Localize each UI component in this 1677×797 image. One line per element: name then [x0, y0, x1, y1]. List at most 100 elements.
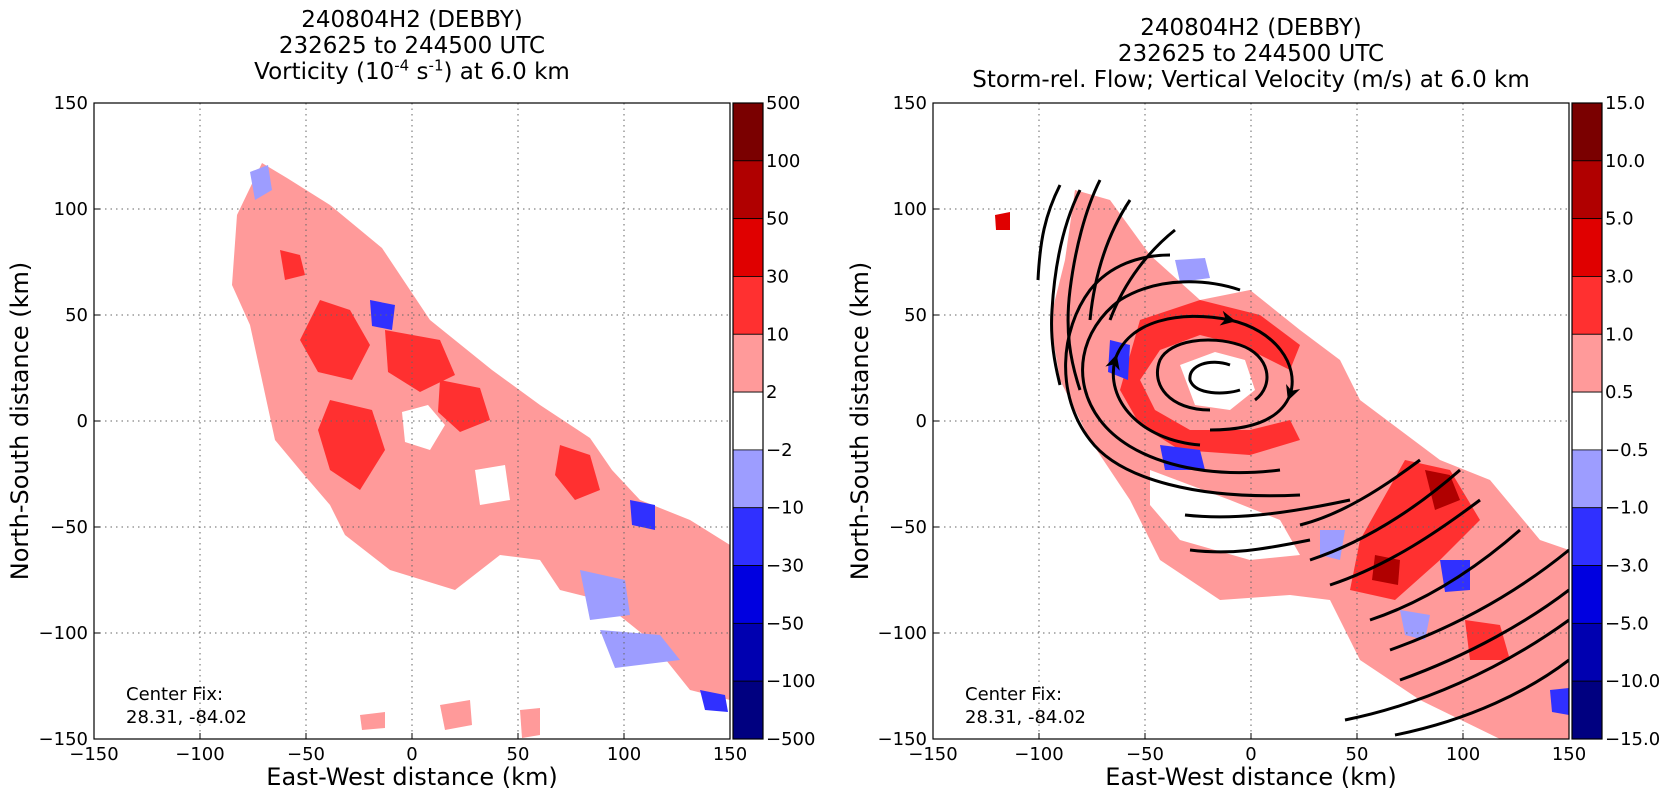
vorticity-patch-red — [318, 400, 385, 490]
colorbar-tick-label: −500 — [766, 729, 815, 750]
colorbar-tick-label: −15.0 — [1605, 729, 1660, 750]
vorticity-patch-red — [438, 380, 490, 432]
x-tick-label: −150 — [908, 744, 957, 765]
streamline — [1309, 468, 1461, 562]
colorbar-tick-label: 1.0 — [1605, 324, 1634, 345]
colorbar-tick-label: −2 — [766, 440, 793, 461]
colorbar-segment — [732, 391, 764, 451]
right-plot-area: −150 −100 −50 0 50 100 150150100500−50−100−150… — [846, 93, 1586, 791]
vorticity-region-light-red — [232, 163, 730, 700]
left-center-fix-coords: 28.31, -84.02 — [126, 707, 247, 728]
streamline — [1036, 184, 1062, 281]
colorbar-tick-label: −50 — [766, 613, 804, 634]
streamline — [1088, 199, 1132, 321]
vorticity-patch-blue — [700, 690, 728, 712]
colorbar-tick-label: 100 — [766, 151, 800, 172]
colorbar-tick-label: 3.0 — [1605, 266, 1634, 287]
colorbar-segment — [1571, 449, 1603, 509]
y-tick-label: 150 — [893, 93, 927, 114]
streamline — [1081, 280, 1281, 474]
right-center-fix-label: Center Fix: — [965, 684, 1062, 705]
vorticity-patch-blue — [600, 630, 680, 668]
vorticity-speckle — [360, 712, 385, 730]
x-tick-label: −150 — [69, 744, 118, 765]
vorticity-patch-blue — [630, 500, 655, 530]
colorbar-segment — [1571, 622, 1603, 682]
streamline — [1156, 338, 1269, 412]
field-title-prefix: Vorticity (10 — [254, 59, 395, 85]
w-downdraft — [1175, 258, 1210, 282]
w-isolated-cell — [995, 212, 1010, 230]
streamline — [1064, 253, 1301, 498]
colorbar-tick-label: −1.0 — [1605, 498, 1649, 519]
left-x-axis-label: East-West distance (km) — [266, 763, 557, 791]
vorticity-speckle — [520, 708, 540, 738]
colorbar-segment — [1571, 333, 1603, 393]
storm-relative-streamlines — [1036, 179, 1569, 737]
left-title-line-1: 240804H2 (DEBBY) — [301, 7, 523, 33]
w-region-quiet — [1150, 470, 1300, 560]
colorbar-tick-label: −100 — [766, 671, 815, 692]
right-panel-title: 240804H2 (DEBBY) 232625 to 244500 UTC St… — [933, 15, 1569, 93]
streamline — [1188, 360, 1241, 395]
left-center-fix-label: Center Fix: — [126, 684, 223, 705]
field-title-exponent-1: -4 — [394, 56, 410, 75]
colorbar-tick-label: 10 — [766, 324, 789, 345]
right-colorbar: 15.0 10.0 5.0 3.0 1.0 0.5 −0.5 −1.0 −3.0 −5.0 −10.… — [1571, 93, 1660, 750]
vorticity-field — [232, 163, 730, 738]
x-tick-label: −50 — [1126, 744, 1164, 765]
w-updraft-core — [1372, 555, 1400, 585]
colorbar-segment — [732, 102, 764, 162]
vorticity-hole — [475, 465, 510, 505]
vorticity-patch-blue — [580, 570, 630, 620]
right-tick-labels: −150 −100 −50 0 50 100 150 150 100 50 0 −50 −100 −150 — [878, 93, 1587, 765]
colorbar-segment — [1571, 102, 1603, 162]
vorticity-patch-red — [300, 300, 370, 380]
y-tick-label: 0 — [916, 411, 927, 432]
colorbar-segment — [732, 622, 764, 682]
x-tick-label: 150 — [713, 744, 747, 765]
colorbar-frame — [1571, 102, 1603, 740]
x-tick-label: 0 — [406, 744, 417, 765]
x-tick-label: −100 — [1014, 744, 1063, 765]
x-tick-label: 50 — [1346, 744, 1369, 765]
streamline — [1394, 658, 1569, 737]
y-tick-label: 150 — [54, 93, 88, 114]
colorbar-segment — [732, 680, 764, 740]
colorbar-segment — [1571, 160, 1603, 220]
colorbar-segment — [1571, 391, 1603, 451]
y-tick-label: −100 — [39, 623, 88, 644]
left-colorbar: 500 100 50 30 10 2 −2 −10 −30 −50 −100 −500 — [732, 93, 815, 750]
right-x-axis-label: East-West distance (km) — [1105, 763, 1396, 791]
streamline — [1105, 310, 1301, 447]
x-tick-label: 100 — [607, 744, 641, 765]
streamline — [1399, 588, 1569, 682]
y-tick-label: −100 — [878, 623, 927, 644]
streamline — [1329, 498, 1481, 587]
colorbar-tick-label: 10.0 — [1605, 151, 1645, 172]
y-tick-label: 100 — [893, 199, 927, 220]
right-title-line-2: 232625 to 244500 UTC — [1117, 41, 1385, 67]
left-grid — [94, 103, 730, 739]
colorbar-tick-label: 30 — [766, 266, 789, 287]
streamline — [1299, 458, 1421, 527]
colorbar-segment — [1571, 218, 1603, 277]
w-downdraft — [1320, 530, 1345, 560]
colorbar-frame — [732, 102, 764, 740]
right-title-line-1: 240804H2 (DEBBY) — [1140, 15, 1362, 41]
y-tick-label: 50 — [65, 305, 88, 326]
w-updraft-core — [1425, 470, 1460, 510]
colorbar-segment — [732, 276, 764, 335]
w-downdraft — [1550, 688, 1569, 715]
colorbar-segment — [1571, 565, 1603, 624]
left-panel-title: 240804H2 (DEBBY) 232625 to 244500 UTC Vo… — [94, 7, 730, 85]
colorbar-segment — [732, 449, 764, 509]
colorbar-segment — [1571, 507, 1603, 566]
colorbar-tick-label: 15.0 — [1605, 93, 1645, 114]
y-tick-label: 50 — [904, 305, 927, 326]
colorbar-tick-label: −0.5 — [1605, 440, 1649, 461]
y-tick-label: −150 — [878, 729, 927, 750]
y-tick-label: 0 — [77, 411, 88, 432]
x-tick-label: 50 — [507, 744, 530, 765]
